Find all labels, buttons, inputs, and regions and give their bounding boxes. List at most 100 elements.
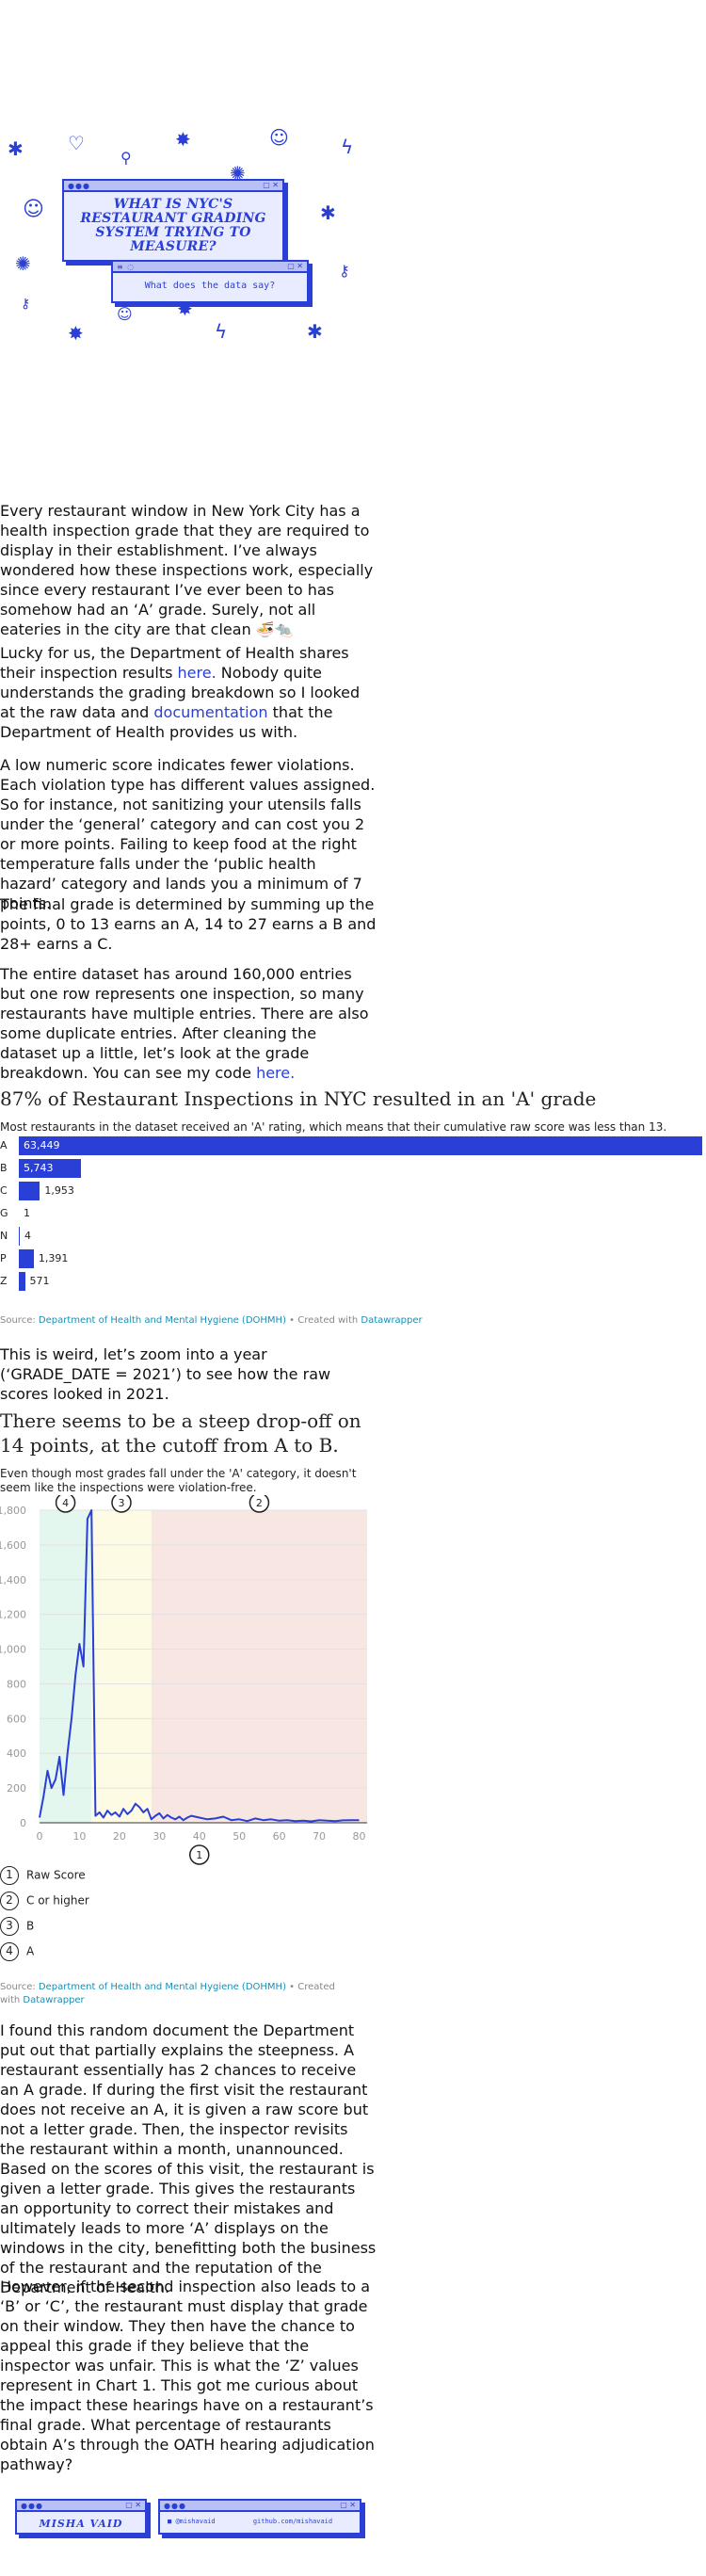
splat-icon: ✸	[177, 298, 193, 320]
legend-label: C or higher	[26, 1893, 89, 1908]
y-tick-label: 1,000	[0, 1644, 26, 1656]
bar	[19, 1227, 20, 1246]
intro-paragraph-2: Lucky for us, the Department of Health s…	[0, 643, 377, 742]
annotation-label: 3	[119, 1497, 125, 1509]
grade-band-2	[151, 1510, 367, 1823]
y-tick-label: 400	[7, 1747, 26, 1760]
intro-paragraph-4: The final grade is determined by summing…	[0, 895, 377, 953]
critter-icon: ✺	[230, 162, 246, 185]
paw-icon: ✱	[8, 137, 24, 160]
bar-row-z: Z 571	[0, 1272, 706, 1291]
annotation-marker	[55, 1495, 76, 1513]
source-link[interactable]: Department of Health and Mental Hygiene …	[38, 1982, 286, 1992]
bar-row-p: P 1,391	[0, 1249, 706, 1268]
bar-value-label: 1,391	[38, 1252, 69, 1264]
x-tick-label: 20	[113, 1830, 126, 1843]
window-titlebar: ●●● ▢ ✕	[17, 2501, 145, 2512]
annotation-marker	[189, 1844, 210, 1865]
bar-category-label: B	[0, 1162, 8, 1174]
github-link[interactable]: github.com/mishavaid	[252, 2518, 333, 2525]
legend-number: 2	[0, 1892, 19, 1910]
bar-category-label: C	[0, 1184, 8, 1197]
x-tick-label: 70	[313, 1830, 326, 1843]
social-link[interactable]: @mishavaid	[175, 2518, 216, 2525]
key-icon: ⚷	[21, 297, 31, 312]
legend-number: 4	[0, 1942, 19, 1961]
documentation-link[interactable]: documentation	[153, 703, 268, 721]
bar-category-label: N	[0, 1230, 8, 1242]
bar-value-label: 5,743	[24, 1162, 54, 1174]
grade-band-1	[91, 1510, 152, 1823]
bar-value-label: 4	[24, 1230, 31, 1242]
x-tick-label: 10	[72, 1830, 86, 1843]
y-tick-label: 600	[7, 1713, 26, 1725]
x-tick-label: 60	[273, 1830, 286, 1843]
chart2-subtitle: Even though most grades fall under the '…	[0, 1467, 357, 1494]
legend-item-c-or-higher: 2 C or higher	[0, 1892, 89, 1912]
paw-icon: ✱	[307, 320, 323, 343]
bar-category-label: Z	[0, 1275, 8, 1287]
text: Source:	[0, 1982, 39, 1992]
legend-number: 1	[0, 1866, 19, 1885]
chart1-source: Source: Department of Health and Mental …	[0, 1314, 423, 1328]
chart1-subtitle: Most restaurants in the dataset received…	[0, 1120, 667, 1134]
footer-name-window: ●●● ▢ ✕ MISHA VAID	[15, 2499, 147, 2535]
chart2-title: There seems to be a steep drop-off on 14…	[0, 1409, 361, 1457]
intro-paragraph-1: Every restaurant window in New York City…	[0, 502, 374, 638]
legend-item-raw-score: 1 Raw Score	[0, 1866, 86, 1887]
x-tick-label: 30	[152, 1830, 166, 1843]
splat-icon: ✸	[175, 128, 191, 151]
bar-value-label: 1,953	[44, 1184, 74, 1197]
bolt-icon: ϟ	[341, 136, 354, 158]
smiley-icon: ☺	[23, 198, 44, 221]
annotation-label: 2	[256, 1497, 263, 1509]
legend-number: 3	[0, 1917, 19, 1936]
outro-paragraph-1: I found this random document the Departm…	[0, 2021, 377, 2296]
footer: ●●● ▢ ✕ MISHA VAID ●●● ▢ ✕ ■ @mishavaid gi…	[0, 2495, 377, 2542]
intro-paragraph-5: The entire dataset has around 160,000 en…	[0, 964, 377, 1083]
bar	[19, 1136, 702, 1155]
window-titlebar: ●●● ▢ ✕	[64, 181, 282, 192]
source-link[interactable]: Department of Health and Mental Hygiene …	[38, 1315, 286, 1326]
footer-links-window: ●●● ▢ ✕ ■ @mishavaid github.com/mishavaid	[158, 2499, 361, 2535]
y-tick-label: 0	[20, 1817, 26, 1829]
bar	[19, 1249, 34, 1268]
bar-row-a: A 63,449	[0, 1136, 706, 1155]
bar-value-label: 1	[24, 1207, 30, 1219]
x-tick-label: 80	[353, 1830, 366, 1843]
results-link[interactable]: here.	[177, 664, 217, 682]
legend-label: Raw Score	[26, 1868, 86, 1882]
text: Nobody quite understands the grading bre…	[0, 664, 361, 721]
interlude-paragraph: This is weird, let’s zoom into a year (‘…	[0, 1345, 331, 1403]
outro-paragraph-2: However, if the second inspection also l…	[0, 2278, 375, 2473]
annotation-label: 4	[62, 1497, 69, 1509]
legend-label: A	[26, 1944, 35, 1958]
smiley-icon: ☺	[269, 126, 289, 149]
raw-score-line	[39, 1509, 360, 1823]
bar-row-c: C 1,953	[0, 1182, 706, 1200]
bar-value-label: 571	[29, 1275, 50, 1287]
hero-subtitle-window: ≡ ◌ ▢ ✕ What does the data say?	[111, 260, 309, 303]
text: The entire dataset has around 160,000 en…	[0, 965, 369, 1082]
y-tick-label: 1,800	[0, 1505, 26, 1517]
window-titlebar: ≡ ◌ ▢ ✕	[113, 262, 307, 273]
y-tick-label: 800	[7, 1678, 26, 1690]
datawrapper-link[interactable]: Datawrapper	[23, 1995, 85, 2005]
y-tick-label: 1,200	[0, 1609, 26, 1621]
bar-row-b: B 5,743	[0, 1159, 706, 1178]
text: • Created with	[285, 1315, 361, 1326]
bar-category-label: A	[0, 1139, 8, 1151]
annotation-marker	[111, 1495, 132, 1513]
intro-paragraph-3: A low numeric score indicates fewer viol…	[0, 756, 376, 912]
datawrapper-link[interactable]: Datawrapper	[361, 1315, 423, 1326]
window-titlebar: ●●● ▢ ✕	[160, 2501, 360, 2512]
footer-links: ■ @mishavaid github.com/mishavaid	[160, 2512, 360, 2531]
annotation-label: 1	[196, 1849, 202, 1861]
critter-icon: ✺	[15, 252, 31, 275]
code-link[interactable]: here.	[256, 1064, 296, 1082]
bolt-icon: ϟ	[215, 320, 228, 343]
x-tick-label: 0	[37, 1830, 43, 1843]
author-name: MISHA VAID	[39, 2518, 123, 2530]
